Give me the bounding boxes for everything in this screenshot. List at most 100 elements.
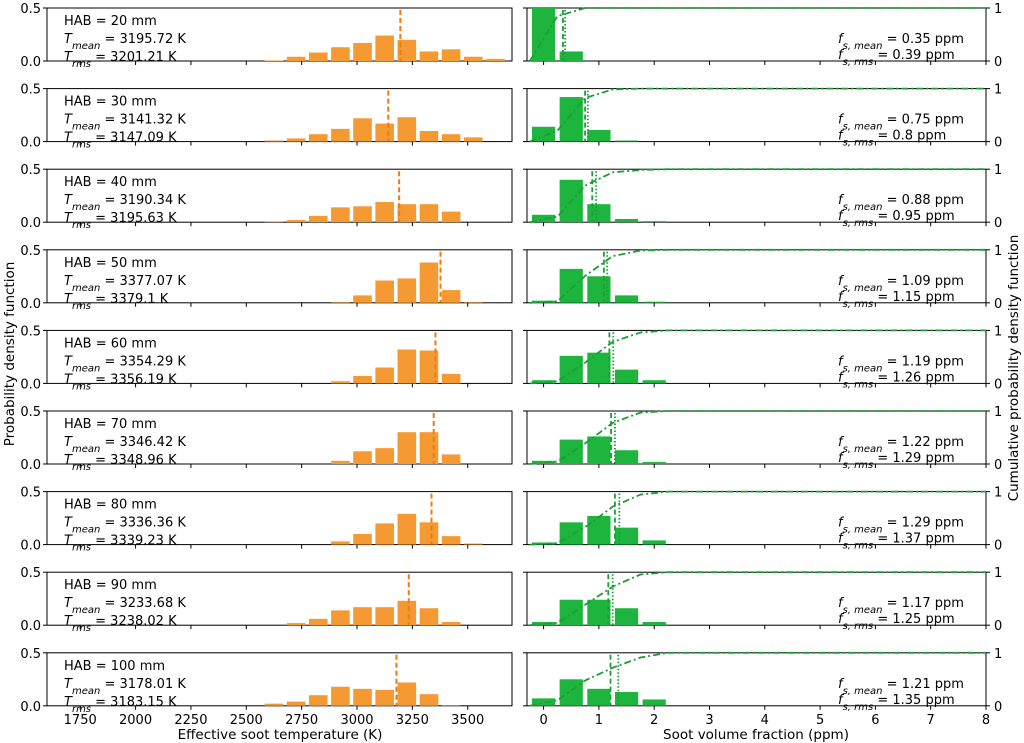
temperature-pdf-bar: [264, 221, 284, 223]
right-y-tick-label: 0: [994, 297, 1002, 312]
right-x-tick-label: 2: [650, 713, 658, 728]
right-y-tick-label: 1: [994, 486, 1002, 501]
temperature-pdf-bar: [441, 622, 461, 626]
soot-pdf-bar: [587, 204, 611, 223]
cumulative-pdf-line: [529, 329, 986, 385]
soot-pdf-bar: [531, 460, 556, 464]
cumulative-pdf-line: [529, 410, 986, 465]
t-mean-label: Tmean = 3195.72 K: [64, 32, 186, 52]
t-rms-label: Trms = 3379.1 K: [64, 292, 169, 312]
temperature-pdf-bar: [419, 204, 439, 223]
right-y-tick-label: 0: [994, 136, 1002, 151]
fs-mean-label: fs, mean = 1.22 ppm: [838, 435, 964, 455]
soot-pdf-bar: [642, 301, 666, 303]
temperature-pdf-bar: [419, 131, 439, 142]
cumulative-pdf-line: [529, 7, 986, 62]
soot-pdf-bar: [587, 129, 611, 142]
fs-rms-label: fs, rms = 0.95 ppm: [838, 209, 955, 229]
right-y-tick-label: 0: [994, 216, 1002, 231]
soot-pdf-bar: [614, 527, 639, 545]
soot-pdf-bar: [587, 688, 611, 706]
temperature-pdf-bar: [441, 211, 461, 223]
t-rms-label: Trms = 3201.21 K: [64, 50, 177, 70]
fs-mean-label: fs, mean = 0.35 ppm: [838, 32, 964, 52]
temperature-pdf-bar: [286, 138, 306, 142]
right-y-tick-label: 1: [994, 244, 1002, 259]
temperature-pdf-bar: [419, 262, 439, 303]
right-x-tick-label: 8: [982, 713, 990, 728]
temperature-pdf-bar: [397, 513, 417, 545]
right-y-tick-label: 0: [994, 377, 1002, 392]
y-tick-label: 0.0: [20, 619, 41, 634]
t-rms-label: Trms = 3339.23 K: [64, 534, 177, 554]
temperature-pdf-bar: [441, 49, 461, 61]
temperature-pdf-bar: [353, 118, 372, 142]
soot-pdf-bar: [642, 699, 666, 706]
hab-label: HAB = 100 mm: [64, 659, 165, 674]
fs-mean-label: fs, mean = 1.17 ppm: [838, 596, 964, 616]
right-x-tick-label: 5: [816, 713, 824, 728]
y-tick-label: 0.5: [20, 324, 41, 339]
t-mean-label: Tmean = 3346.42 K: [64, 435, 186, 455]
temperature-pdf-bar: [441, 134, 461, 142]
right-y-tick-label: 0: [994, 458, 1002, 473]
temperature-pdf-bar: [286, 220, 306, 223]
cumulative-pdf-line: [529, 571, 986, 627]
temperature-pdf-bar: [353, 295, 372, 303]
cumulative-pdf-line: [529, 168, 986, 224]
temperature-pdf-bar: [264, 703, 284, 706]
temperature-pdf-bar: [441, 705, 461, 706]
soot-pdf-bar: [531, 380, 556, 384]
y-tick-label: 0.5: [20, 647, 41, 662]
temperature-pdf-bar: [375, 607, 394, 626]
temperature-pdf-bar: [463, 56, 483, 61]
fs-mean-label: fs, mean = 1.19 ppm: [838, 354, 964, 374]
t-rms-label: Trms = 3356.19 K: [64, 372, 177, 392]
y-tick-label: 0.5: [20, 83, 41, 98]
t-mean-label: Tmean = 3377.07 K: [64, 274, 186, 294]
cumulative-pdf-line: [529, 248, 986, 304]
y-tick-label: 0.0: [20, 458, 41, 473]
right-x-tick-label: 6: [871, 713, 879, 728]
temperature-pdf-bar: [375, 123, 394, 142]
temperature-pdf-bar: [375, 689, 394, 706]
temperature-pdf-bar: [441, 290, 461, 303]
temperature-pdf-bar: [397, 39, 417, 61]
right-x-tick-label: 3: [705, 713, 713, 728]
temperature-pdf-bar: [441, 454, 461, 464]
y-tick-label: 0.0: [20, 297, 41, 312]
right-y-tick-label: 0: [994, 700, 1002, 715]
temperature-pdf-bar: [375, 367, 394, 384]
soot-pdf-bar: [559, 522, 583, 545]
right-y-tick-label: 1: [994, 566, 1002, 581]
temperature-pdf-bar: [397, 432, 417, 464]
y-tick-label: 0.5: [20, 405, 41, 420]
temperature-pdf-bar: [308, 618, 328, 626]
fs-mean-label: fs, mean = 1.29 ppm: [838, 516, 964, 536]
t-mean-label: Tmean = 3190.34 K: [64, 193, 186, 213]
right-y-tick-label: 1: [994, 83, 1002, 98]
temperature-pdf-bar: [353, 688, 372, 706]
soot-pdf-bar: [614, 219, 639, 223]
soot-pdf-bar: [531, 698, 556, 706]
left-x-tick-label: 3250: [396, 713, 429, 728]
temperature-pdf-bar: [286, 56, 306, 61]
hab-label: HAB = 80 mm: [64, 498, 157, 513]
temperature-pdf-bar: [397, 117, 417, 142]
temperature-pdf-bar: [331, 541, 350, 545]
y-tick-label: 0.5: [20, 486, 41, 501]
soot-pdf-bar: [531, 126, 556, 142]
t-rms-label: Trms = 3348.96 K: [64, 453, 177, 473]
hab-label: HAB = 60 mm: [64, 336, 157, 351]
